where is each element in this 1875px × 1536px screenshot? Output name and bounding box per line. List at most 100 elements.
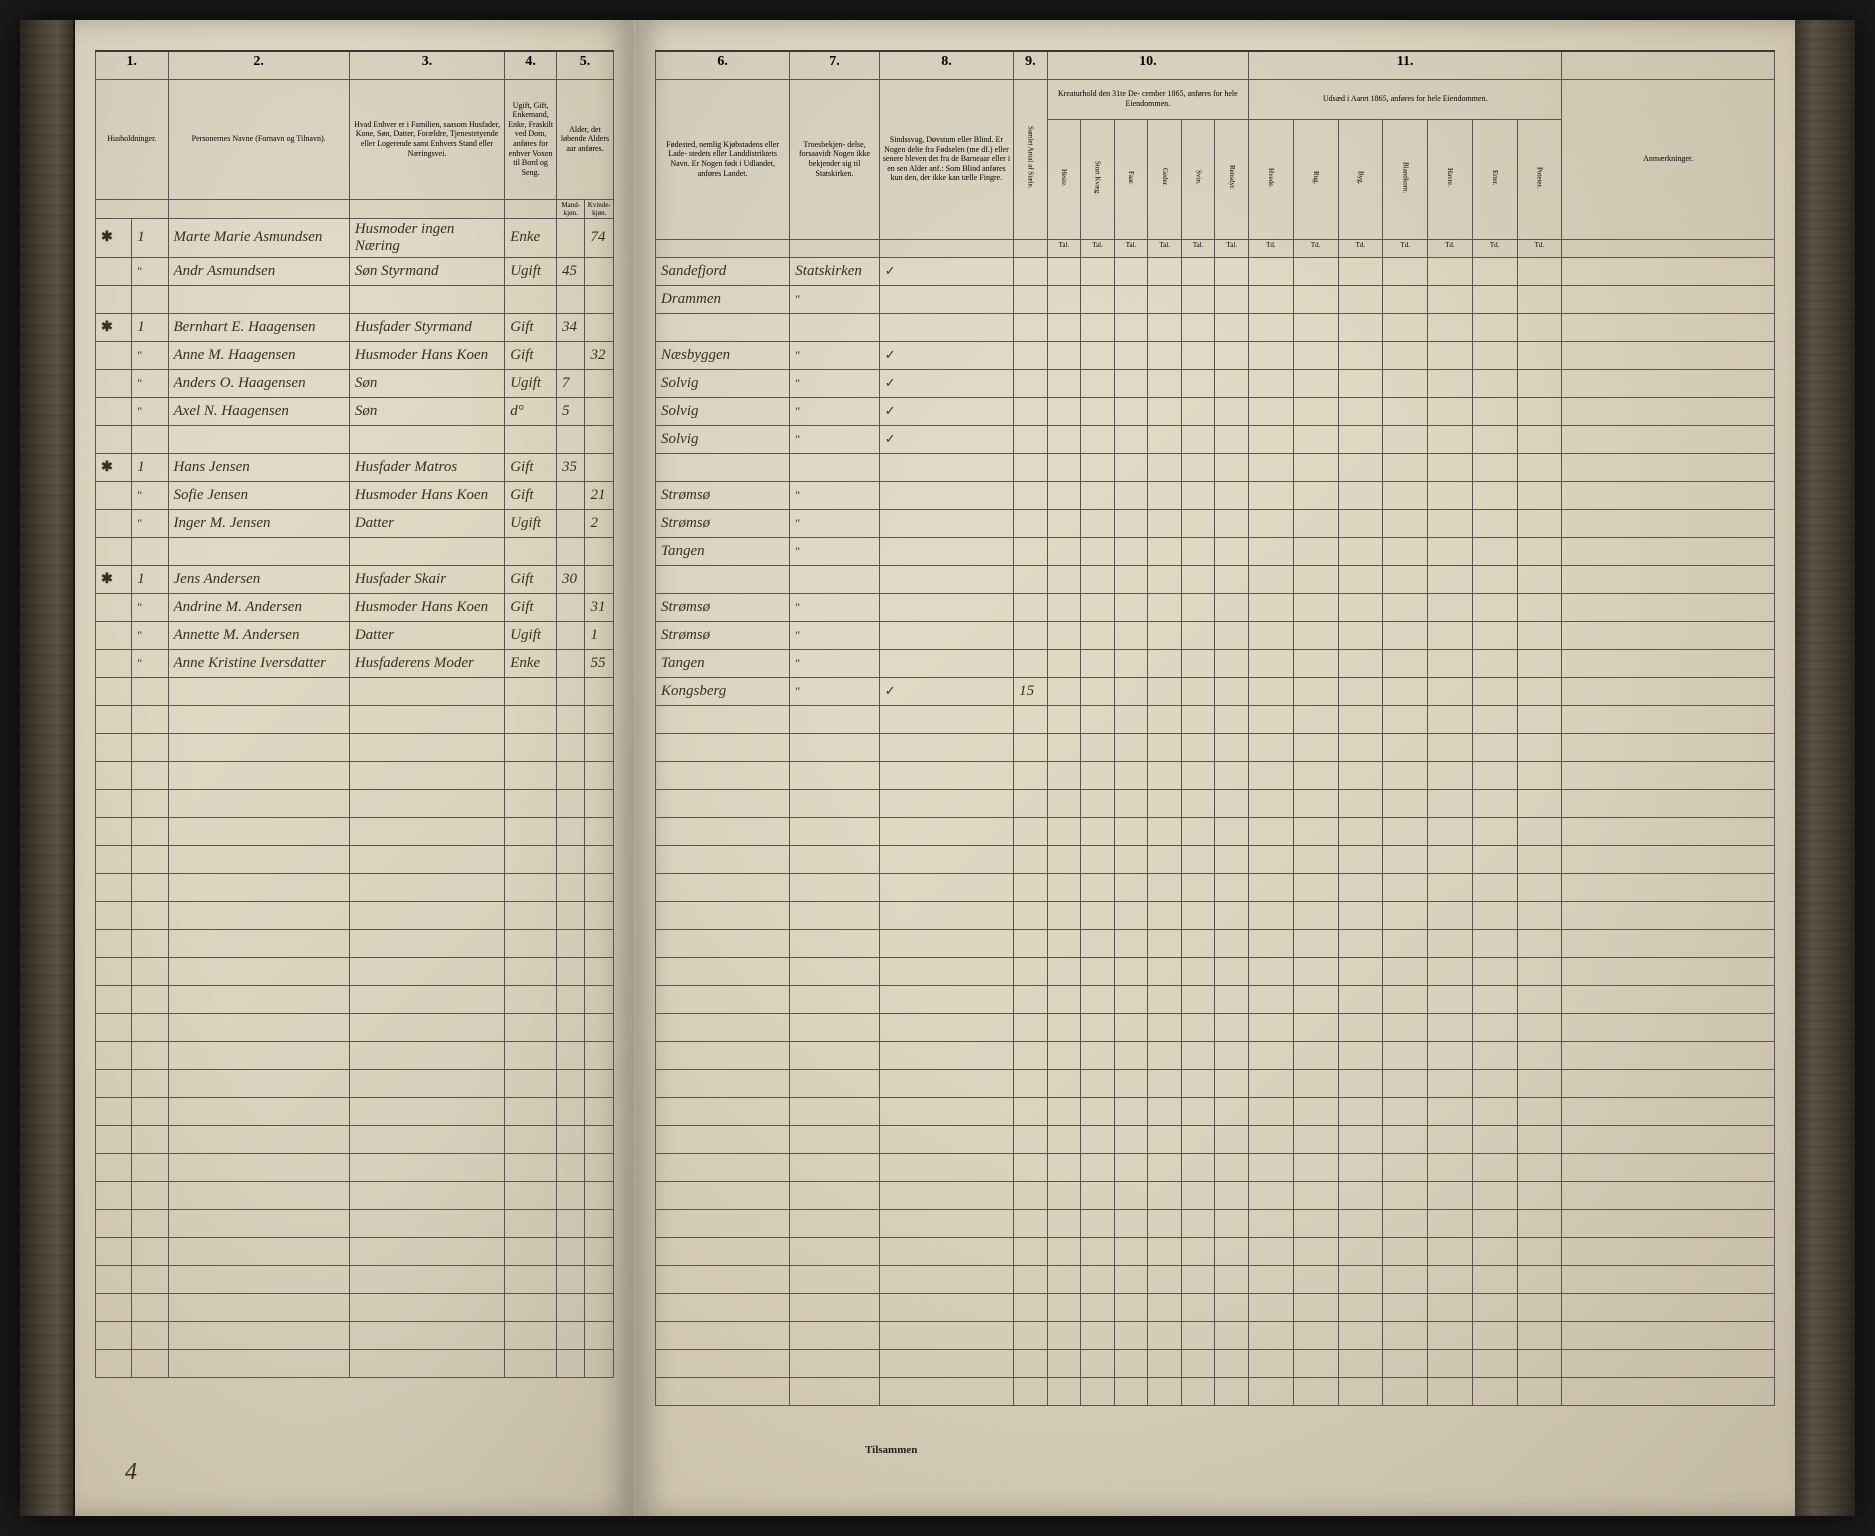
census-row: "Anders O. HaagensenSønUgift7 <box>96 369 614 397</box>
empty-row <box>656 1349 1775 1377</box>
census-row: ✱1Bernhart E. HaagensenHusfader Styrmand… <box>96 313 614 341</box>
empty-row <box>96 1013 614 1041</box>
census-row: ✱1Hans JensenHusfader MatrosGift35 <box>96 453 614 481</box>
col-num-3: 3. <box>349 51 504 79</box>
header-remarks: Anmærkninger. <box>1562 79 1775 239</box>
empty-row <box>656 1321 1775 1349</box>
census-row: Solvig"✓ <box>656 369 1775 397</box>
census-row: Strømsø" <box>656 481 1775 509</box>
section-break-row <box>656 453 1775 481</box>
footer-total-label: Tilsammen <box>865 1444 917 1456</box>
sub-header-row: Mand-kjøn. Kvinde-kjøn. <box>96 199 614 218</box>
empty-row <box>656 873 1775 901</box>
header-livestock: Kreaturhold den 31te De- cember 1865, an… <box>1047 79 1248 119</box>
section-break-row <box>96 285 614 313</box>
header-souls: Samlet Antal af Siæle. <box>1014 79 1048 239</box>
section-break-row <box>96 677 614 705</box>
empty-row <box>96 845 614 873</box>
empty-row <box>96 1265 614 1293</box>
section-break-row <box>96 537 614 565</box>
empty-row <box>96 929 614 957</box>
column-number-row: 1. 2. 3. 4. 5. <box>96 51 614 79</box>
right-table-body: SandefjordStatskirken✓Drammen" Næsbyggen"… <box>656 257 1775 1405</box>
column-number-row-right: 6. 7. 8. 9. 10. 11. <box>656 51 1775 79</box>
empty-row <box>96 873 614 901</box>
empty-row <box>656 1013 1775 1041</box>
empty-row <box>96 1041 614 1069</box>
ledger-right-page: 6. 7. 8. 9. 10. 11. Fødested, nemlig Kjø… <box>635 20 1795 1516</box>
col-num-12 <box>1562 51 1775 79</box>
left-table-body: ✱1Marte Marie AsmundsenHusmoder ingen Næ… <box>96 218 614 1377</box>
col-num-7: 7. <box>790 51 880 79</box>
empty-row <box>656 1293 1775 1321</box>
census-row: "Axel N. HaagensenSønd°5 <box>96 397 614 425</box>
empty-row <box>656 733 1775 761</box>
empty-row <box>656 817 1775 845</box>
census-row: "Andr AsmundsenSøn StyrmandUgift45 <box>96 257 614 285</box>
empty-row <box>656 1125 1775 1153</box>
census-row: Drammen" <box>656 285 1775 313</box>
section-break-row <box>96 425 614 453</box>
empty-row <box>96 733 614 761</box>
empty-row <box>656 1069 1775 1097</box>
census-ledger-book: 1. 2. 3. 4. 5. Husholdninger. Personerne… <box>20 20 1855 1516</box>
header-role: Hvad Enhver er i Familien, saasom Husfad… <box>349 79 504 199</box>
census-row: "Inger M. JensenDatterUgift2 <box>96 509 614 537</box>
empty-row <box>656 929 1775 957</box>
census-row: Kongsberg"✓15 <box>656 677 1775 705</box>
column-header-row: Husholdninger. Personernes Navne (Fornav… <box>96 79 614 199</box>
empty-row <box>96 1209 614 1237</box>
census-row: Strømsø" <box>656 593 1775 621</box>
empty-row <box>96 1293 614 1321</box>
empty-row <box>656 1041 1775 1069</box>
census-row: Solvig"✓ <box>656 425 1775 453</box>
empty-row <box>656 1377 1775 1405</box>
sub-female: Kvinde-kjøn. <box>585 199 614 218</box>
empty-row <box>96 1321 614 1349</box>
census-row: Strømsø" <box>656 621 1775 649</box>
col-num-9: 9. <box>1014 51 1048 79</box>
empty-row <box>96 1097 614 1125</box>
sub-male: Mand-kjøn. <box>557 199 585 218</box>
census-row: ✱1Marte Marie AsmundsenHusmoder ingen Næ… <box>96 218 614 257</box>
empty-row <box>656 1237 1775 1265</box>
empty-row <box>96 1181 614 1209</box>
empty-row <box>656 1265 1775 1293</box>
empty-row <box>96 985 614 1013</box>
empty-row <box>656 957 1775 985</box>
unit-row: Tal. Tal. Tal. Tal. Tal. Tal. Td. Td. Td… <box>656 239 1775 257</box>
column-header-row-right: Fødested, nemlig Kjøbstadens eller Lade-… <box>656 79 1775 119</box>
census-row: "Annette M. AndersenDatterUgift1 <box>96 621 614 649</box>
census-row: Solvig"✓ <box>656 397 1775 425</box>
census-row: "Anne M. HaagensenHusmoder Hans KoenGift… <box>96 341 614 369</box>
empty-row <box>96 789 614 817</box>
book-right-edge <box>1795 20 1855 1516</box>
header-names: Personernes Navne (Fornavn og Tilnavn). <box>168 79 349 199</box>
page-number: 4 <box>125 1459 137 1486</box>
census-row: "Anne Kristine IversdatterHusfaderens Mo… <box>96 649 614 677</box>
empty-row <box>656 845 1775 873</box>
empty-row <box>96 1153 614 1181</box>
section-break-row <box>656 313 1775 341</box>
left-table: 1. 2. 3. 4. 5. Husholdninger. Personerne… <box>95 50 614 1378</box>
col-num-8: 8. <box>879 51 1013 79</box>
empty-row <box>96 901 614 929</box>
header-birthplace: Fødested, nemlig Kjøbstadens eller Lade-… <box>656 79 790 239</box>
section-break-row <box>656 565 1775 593</box>
empty-row <box>656 901 1775 929</box>
census-row: Strømsø" <box>656 509 1775 537</box>
empty-row <box>656 1181 1775 1209</box>
empty-row <box>96 761 614 789</box>
col-num-2: 2. <box>168 51 349 79</box>
header-seed: Udsæd i Aaret 1865, anføres for hele Eie… <box>1249 79 1562 119</box>
col-num-11: 11. <box>1249 51 1562 79</box>
census-row: Tangen" <box>656 537 1775 565</box>
col-num-4: 4. <box>505 51 557 79</box>
empty-row <box>656 985 1775 1013</box>
header-household: Husholdninger. <box>96 79 169 199</box>
census-row: SandefjordStatskirken✓ <box>656 257 1775 285</box>
header-faith: Troesbekjen- delse, forsaavidt Nogen ikk… <box>790 79 880 239</box>
empty-row <box>656 761 1775 789</box>
census-row: Næsbyggen"✓ <box>656 341 1775 369</box>
empty-row <box>96 705 614 733</box>
